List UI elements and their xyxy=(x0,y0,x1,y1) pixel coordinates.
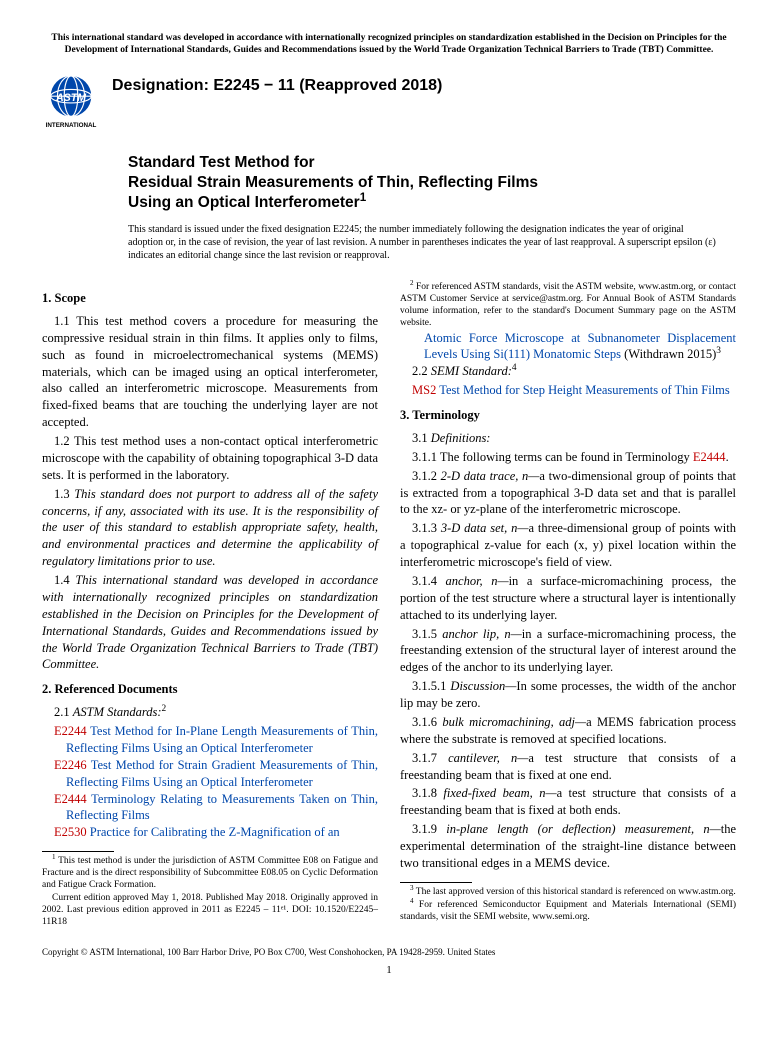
footnote-3: 3 The last approved version of this hist… xyxy=(400,887,736,899)
top-notice: This international standard was develope… xyxy=(42,32,736,57)
header-row: ASTM INTERNATIONAL Designation: E2245 − … xyxy=(42,73,736,131)
copyright-line: Copyright © ASTM International, 100 Barr… xyxy=(42,946,736,958)
ref-e2530[interactable]: E2530 Practice for Calibrating the Z-Mag… xyxy=(42,824,378,841)
ref-e2444-inline[interactable]: E2444 xyxy=(693,450,726,464)
semi-standard-sub: 2.2 SEMI Standard:4 xyxy=(400,363,736,380)
ref-e2244[interactable]: E2244 Test Method for In-Plane Length Me… xyxy=(42,723,378,757)
para-3-1-5: 3.1.5 anchor lip, n—in a surface-microma… xyxy=(400,626,736,677)
designation: Designation: E2245 − 11 (Reapproved 2018… xyxy=(112,75,442,97)
para-3-1-8: 3.1.8 fixed-fixed beam, n—a test structu… xyxy=(400,785,736,819)
footnote-rule-right xyxy=(400,882,472,883)
footnote-1b: Current edition approved May 1, 2018. Pu… xyxy=(42,893,378,929)
svg-text:INTERNATIONAL: INTERNATIONAL xyxy=(46,122,97,129)
para-1-1: 1.1 This test method covers a procedure … xyxy=(42,313,378,431)
body-columns: 1. Scope 1.1 This test method covers a p… xyxy=(42,282,736,928)
footnotes-right: 3 The last approved version of this hist… xyxy=(400,887,736,924)
svg-text:ASTM: ASTM xyxy=(55,92,87,104)
terminology-heading: 3. Terminology xyxy=(400,407,736,424)
para-3-1-3: 3.1.3 3-D data set, n—a three-dimensiona… xyxy=(400,520,736,571)
para-1-2: 1.2 This test method uses a non-contact … xyxy=(42,433,378,484)
scope-heading: 1. Scope xyxy=(42,290,378,307)
para-3-1-2: 3.1.2 2-D data trace, n—a two-dimensiona… xyxy=(400,468,736,519)
ref-ms2[interactable]: MS2 Test Method for Step Height Measurem… xyxy=(400,382,736,399)
title-line-2: Residual Strain Measurements of Thin, Re… xyxy=(128,173,736,193)
para-3-1-9: 3.1.9 in-plane length (or deflection) me… xyxy=(400,821,736,872)
para-1-3: 1.3 This standard does not purport to ad… xyxy=(42,486,378,570)
para-3-1-5-1: 3.1.5.1 Discussion—In some processes, th… xyxy=(400,678,736,712)
title-line-3: Using an Optical Interferometer1 xyxy=(128,193,736,213)
title-line-1: Standard Test Method for xyxy=(128,153,736,173)
issuance-note: This standard is issued under the fixed … xyxy=(128,223,736,262)
ref-e2246[interactable]: E2246 Test Method for Strain Gradient Me… xyxy=(42,757,378,791)
footnote-1: 1 This test method is under the jurisdic… xyxy=(42,856,378,892)
page-number: 1 xyxy=(42,963,736,978)
ref-e2444[interactable]: E2444 Terminology Relating to Measuremen… xyxy=(42,791,378,825)
refdocs-heading: 2. Referenced Documents xyxy=(42,681,378,698)
footnote-4: 4 For referenced Semiconductor Equipment… xyxy=(400,900,736,924)
footnote-rule-left xyxy=(42,851,114,852)
ref-e2530-cont[interactable]: Atomic Force Microscope at Subnanometer … xyxy=(400,330,736,364)
definitions-sub: 3.1 Definitions: xyxy=(400,430,736,447)
main-title: Standard Test Method for Residual Strain… xyxy=(128,153,736,213)
astm-standards-sub: 2.1 ASTM Standards:2 xyxy=(42,704,378,721)
footnote-2: 2 For referenced ASTM standards, visit t… xyxy=(400,282,736,330)
astm-logo: ASTM INTERNATIONAL xyxy=(42,73,100,131)
para-3-1-6: 3.1.6 bulk micromachining, adj—a MEMS fa… xyxy=(400,714,736,748)
para-3-1-7: 3.1.7 cantilever, n—a test structure tha… xyxy=(400,750,736,784)
para-3-1-1: 3.1.1 The following terms can be found i… xyxy=(400,449,736,466)
para-1-4: 1.4 This international standard was deve… xyxy=(42,572,378,673)
para-3-1-4: 3.1.4 anchor, n—in a surface-micromachin… xyxy=(400,573,736,624)
